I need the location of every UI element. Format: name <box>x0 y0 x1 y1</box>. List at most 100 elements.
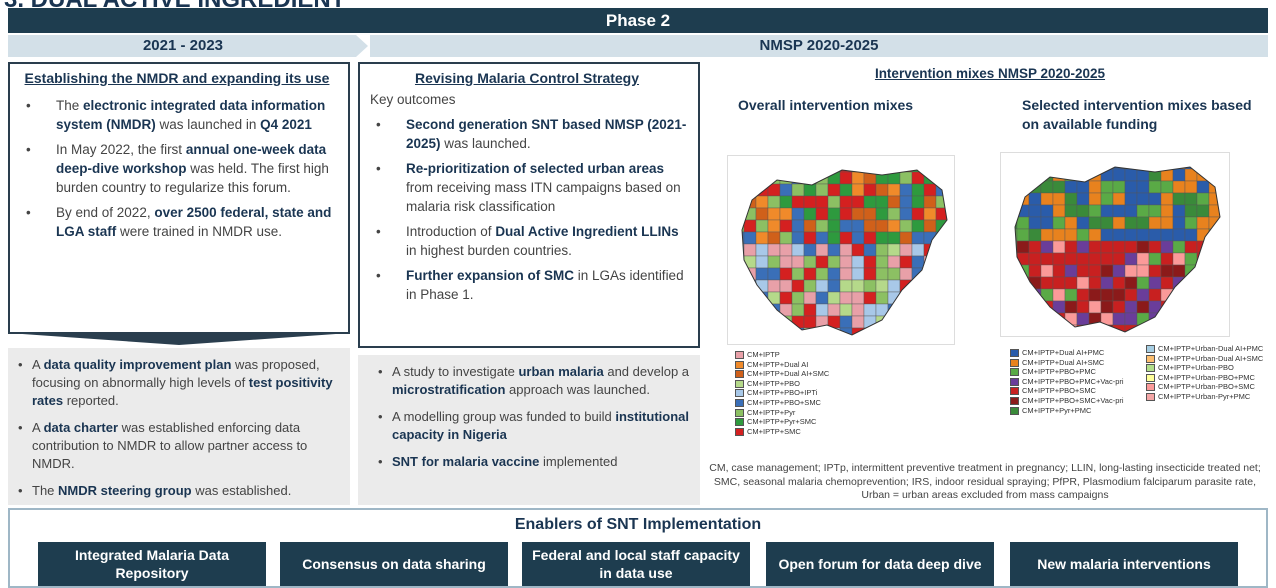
region <box>899 255 913 269</box>
region <box>803 291 817 305</box>
region <box>1208 288 1220 302</box>
region <box>1015 180 1018 194</box>
region <box>923 183 937 197</box>
region <box>743 243 757 257</box>
region <box>1015 167 1018 170</box>
region <box>1136 180 1150 194</box>
region <box>851 303 865 317</box>
region <box>948 268 955 280</box>
legend-swatch <box>735 360 744 369</box>
region <box>839 291 853 305</box>
region <box>1100 240 1114 254</box>
region <box>803 315 817 329</box>
region <box>1221 313 1230 325</box>
region <box>887 315 901 329</box>
region <box>1076 276 1090 290</box>
region <box>887 170 901 173</box>
region <box>755 291 769 305</box>
region <box>1160 300 1174 314</box>
region <box>851 195 865 209</box>
region <box>791 183 805 197</box>
region <box>863 207 877 221</box>
region <box>1052 252 1066 266</box>
region <box>1016 240 1030 254</box>
region <box>1100 264 1114 278</box>
footnote: CM, case management; IPTp, intermittent … <box>709 462 1261 501</box>
region <box>1064 252 1078 266</box>
region <box>948 160 955 172</box>
region <box>887 243 901 257</box>
region <box>743 183 757 197</box>
bullet: A data charter was established enforcing… <box>12 419 342 473</box>
region <box>1221 205 1230 217</box>
region <box>1040 264 1054 278</box>
region <box>1052 276 1066 290</box>
bullet: SNT for malaria vaccine implemented <box>372 453 692 471</box>
region <box>1160 240 1174 254</box>
region <box>1136 276 1150 290</box>
region <box>1016 168 1030 182</box>
region <box>827 219 841 233</box>
legend-label: CM+IPTP+Urban-PBO+SMC <box>1158 382 1255 392</box>
region <box>1016 288 1030 302</box>
region <box>1016 180 1030 194</box>
bullet-text: was established enforcing data contribut… <box>32 420 308 471</box>
region <box>791 243 805 257</box>
region <box>1016 324 1030 332</box>
bullet-list: The electronic integrated data informati… <box>16 96 338 241</box>
region <box>935 315 947 329</box>
legend-entry: CM+IPTP+Dual AI+PMC <box>1010 348 1124 358</box>
bullet: Second generation SNT based NMSP (2021-2… <box>366 115 688 153</box>
region <box>899 267 913 281</box>
region <box>1112 252 1126 266</box>
region <box>803 207 817 221</box>
region <box>1040 324 1054 332</box>
region <box>923 315 937 329</box>
region <box>1112 168 1126 182</box>
region <box>803 243 817 257</box>
region <box>791 291 805 305</box>
enabler: Open forum for data deep dive <box>766 542 994 586</box>
region <box>1124 216 1138 230</box>
region <box>1088 264 1102 278</box>
region <box>948 328 955 340</box>
region <box>887 327 901 335</box>
region <box>815 219 829 233</box>
region <box>1088 324 1102 332</box>
legend-swatch <box>1146 392 1155 401</box>
region <box>1028 252 1042 266</box>
region <box>827 231 841 245</box>
region <box>1064 288 1078 302</box>
region <box>1076 168 1090 182</box>
region <box>1064 180 1078 194</box>
region <box>1196 168 1210 182</box>
region <box>851 170 865 173</box>
legend-label: CM+IPTP+PBO+PMC <box>1022 367 1096 377</box>
region <box>1148 180 1162 194</box>
region <box>839 183 853 197</box>
region <box>1208 312 1220 326</box>
region <box>1076 312 1090 326</box>
region <box>1184 240 1198 254</box>
region <box>875 327 889 335</box>
region <box>827 303 841 317</box>
region <box>1040 192 1054 206</box>
region <box>948 280 955 292</box>
region <box>1221 229 1230 241</box>
legend-swatch <box>735 408 744 417</box>
legend: CM+IPTP+Urban-Dual AI+PMC CM+IPTP+Urban-D… <box>1146 344 1263 402</box>
region <box>755 267 769 281</box>
bullet-text: in highest burden countries. <box>406 243 572 258</box>
region <box>827 170 841 173</box>
enabler: Federal and local staff capacity in data… <box>522 542 750 586</box>
bullet: Further expansion of SMC in LGAs identif… <box>366 266 688 304</box>
region <box>899 207 913 221</box>
bullet-text: test positivity rates <box>32 375 333 408</box>
region <box>827 183 841 197</box>
bullet-text: approach was launched. <box>505 382 650 397</box>
region <box>1208 300 1220 314</box>
region <box>1136 216 1150 230</box>
region <box>1172 264 1186 278</box>
region <box>1015 192 1018 206</box>
region <box>742 171 745 185</box>
